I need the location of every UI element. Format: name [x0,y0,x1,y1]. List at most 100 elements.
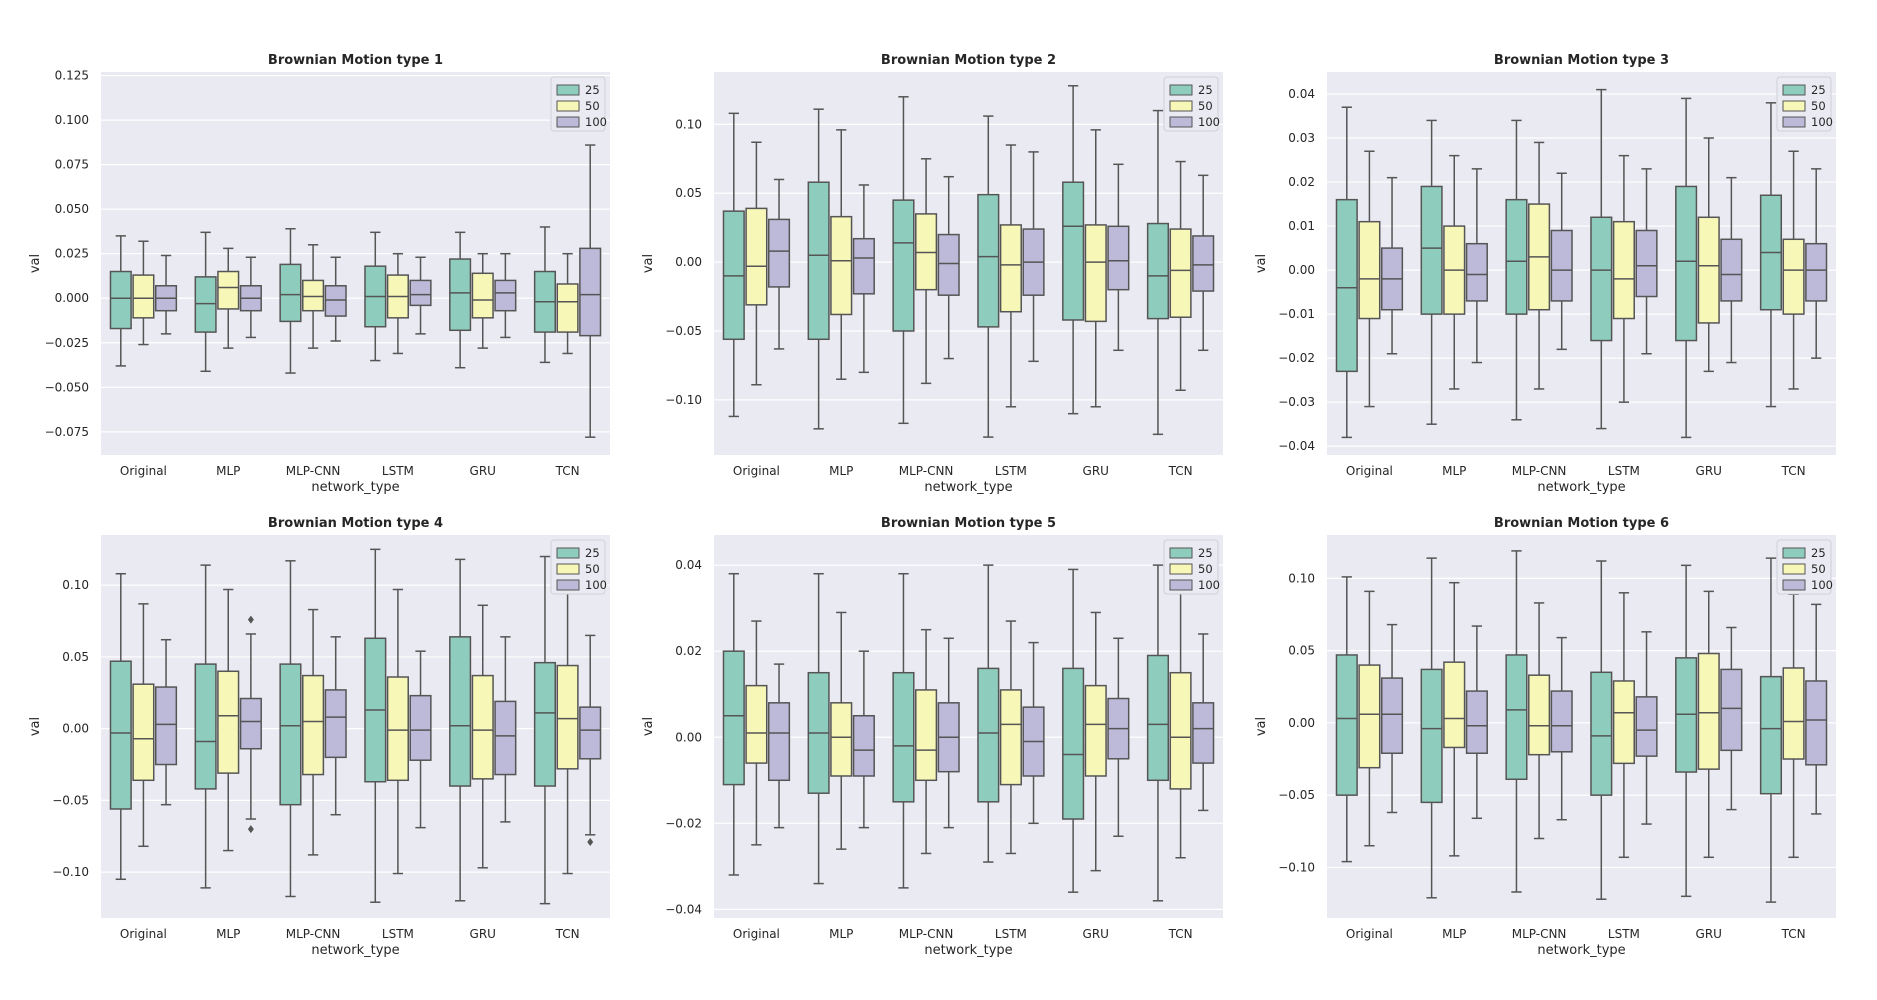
legend-swatch [1169,100,1193,112]
box-25 [1420,119,1443,425]
box-25 [1335,576,1358,863]
box-iqr [1550,229,1573,302]
y-tick-label: 0.02 [675,644,702,658]
box-50 [132,603,155,848]
y-tick-label: −0.050 [45,380,89,394]
x-tick-label: TCN [555,927,580,941]
box-100 [1380,176,1404,355]
legend-label: 100 [1811,578,1833,592]
box-iqr [217,270,240,310]
outlier-point [247,615,254,624]
box-25 [977,564,1000,863]
box-iqr [1505,198,1528,315]
box-50 [1443,581,1466,857]
box-iqr [1107,225,1130,291]
legend: 25 50 100 [1163,539,1220,595]
box-50 [1697,590,1720,859]
legend-swatch [1169,547,1193,559]
box-50 [1697,137,1720,373]
x-tick-label: MLP [829,464,853,478]
chart-panel-6: 0.10 0.05 0.00 −0.05 −0.10 Original MLP MLP-CNN… [1254,516,1836,958]
box-50 [1169,560,1192,859]
box-iqr [1635,229,1658,298]
chart-title: Brownian Motion type 5 [881,516,1056,531]
box-iqr [1420,185,1443,315]
box-25 [1759,102,1783,408]
box-iqr [579,706,602,760]
plot-area [714,535,1223,918]
y-axis-label: val [28,254,43,273]
x-tick-label: GRU [1696,464,1722,478]
x-axis-label: network_type [924,480,1012,495]
box-25 [977,115,1000,438]
y-tick-label: 0.02 [1288,175,1315,189]
box-iqr [1590,216,1613,342]
box-iqr [1169,228,1192,318]
box-iqr [154,686,178,766]
box-iqr [1335,654,1358,796]
box-25 [807,108,830,430]
legend-label: 100 [1198,115,1220,129]
box-50 [745,620,768,846]
box-25 [1675,564,1698,898]
x-tick-label: MLP-CNN [286,927,341,941]
box-25 [533,555,557,905]
box-100 [767,178,791,350]
x-axis-label: network_type [1537,480,1625,495]
y-tick-label: −0.05 [665,324,702,338]
box-50 [471,252,494,349]
box-50 [302,608,325,856]
y-tick-label: 0.000 [55,291,89,305]
box-iqr [1420,668,1443,804]
box-iqr [132,274,155,319]
box-100 [1635,168,1658,355]
box-iqr [1612,680,1635,765]
box-50 [1528,602,1551,840]
box-100 [579,634,602,836]
x-tick-label: LSTM [995,927,1027,941]
legend-label: 50 [1811,99,1826,113]
y-tick-label: 0.050 [55,202,89,216]
legend: 25 50 100 [1163,76,1220,132]
x-tick-label: MLP-CNN [899,927,954,941]
x-tick-label: Original [733,464,780,478]
box-50 [471,604,494,869]
legend-label: 100 [1811,115,1833,129]
x-tick-label: Original [733,927,780,941]
box-25 [722,112,745,418]
box-25 [1146,109,1170,436]
box-iqr [1380,677,1404,754]
box-iqr [109,660,132,810]
box-100 [1022,641,1045,825]
legend-swatch [1782,563,1806,575]
box-100 [1022,151,1045,363]
chart-title: Brownian Motion type 2 [881,53,1056,68]
box-25 [109,235,132,367]
box-50 [915,158,938,385]
box-iqr [579,247,602,337]
box-25 [1505,119,1528,421]
y-tick-label: −0.025 [45,336,89,350]
box-iqr [409,694,432,761]
box-iqr [892,199,915,332]
box-100 [1192,633,1215,812]
box-100 [767,663,791,829]
legend-swatch [1782,84,1806,96]
box-iqr [533,661,557,787]
box-iqr [239,697,262,750]
y-tick-label: −0.02 [665,816,702,830]
legend: 25 50 100 [550,539,607,595]
box-iqr [1084,224,1107,323]
box-25 [1420,557,1443,899]
legend: 25 50 100 [550,76,607,132]
box-50 [1528,141,1551,390]
box-50 [1358,150,1381,408]
box-iqr [1550,690,1573,753]
legend-label: 25 [585,83,600,97]
box-iqr [1612,220,1635,320]
box-50 [1169,160,1192,391]
chart-title: Brownian Motion type 6 [1494,516,1669,531]
box-50 [556,252,579,355]
box-100 [1805,168,1828,359]
box-50 [745,141,768,386]
